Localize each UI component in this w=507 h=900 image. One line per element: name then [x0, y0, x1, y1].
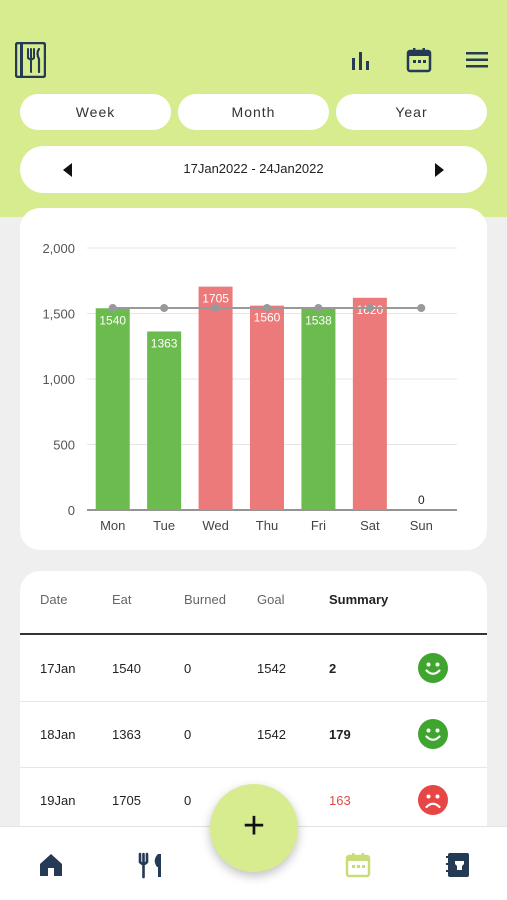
add-icon: +	[242, 805, 266, 847]
happy-face-icon	[418, 653, 448, 683]
goal-point	[314, 303, 323, 312]
happy-face-icon	[418, 719, 448, 749]
add-button[interactable]: +	[210, 784, 298, 872]
goal-point	[108, 303, 117, 312]
app-header	[0, 40, 507, 84]
row-eat: 1705	[112, 793, 141, 808]
table-row[interactable]: 18Jan 1363 0 1542 179	[20, 702, 487, 768]
previous-week-icon[interactable]	[63, 163, 72, 177]
bar-value-label: 1560	[254, 311, 281, 325]
row-date: 19Jan	[40, 793, 76, 808]
row-eat: 1540	[112, 661, 141, 676]
row-burned: 0	[184, 661, 192, 676]
header-goal: Goal	[257, 592, 285, 607]
goal-point	[365, 303, 374, 312]
row-goal: 1542	[257, 727, 286, 742]
x-tick-label: Fri	[311, 518, 326, 533]
tab-week[interactable]: Week	[20, 94, 171, 130]
chart-bar	[147, 331, 182, 510]
menu-book-icon[interactable]	[15, 42, 46, 78]
bar-value-label: 1705	[202, 292, 229, 306]
calendar-icon[interactable]	[344, 851, 372, 879]
row-summary: 179	[329, 727, 351, 742]
hamburger-menu-icon[interactable]	[464, 46, 492, 74]
row-summary: 2	[329, 661, 337, 676]
row-eat: 1363	[112, 727, 141, 742]
table-header: Date Eat Burned Goal Summary	[20, 571, 487, 635]
header-eat: Eat	[112, 592, 132, 607]
header-date: Date	[40, 592, 68, 607]
row-goal: 1542	[257, 661, 286, 676]
y-tick-label: 500	[53, 438, 75, 453]
y-tick-label: 1,000	[42, 372, 75, 387]
bar-value-label: 0	[418, 493, 425, 507]
notebook-icon[interactable]	[444, 851, 472, 879]
header-summary: Summary	[329, 592, 389, 607]
goal-point	[211, 303, 220, 312]
calorie-chart-card: 0 500 1,000 1,500 2,000 1540 Mon 1363 Tue 1705 Wed…	[20, 208, 487, 550]
tab-year[interactable]: Year	[336, 94, 487, 130]
next-week-icon[interactable]	[435, 163, 444, 177]
y-tick-label: 2,000	[42, 241, 75, 256]
y-tick-label: 1,500	[42, 307, 75, 322]
date-range-selector: 17Jan2022 - 24Jan2022	[20, 146, 487, 193]
row-summary: 163	[329, 793, 351, 808]
x-tick-label: Sun	[410, 518, 433, 533]
y-tick-label: 0	[68, 503, 75, 518]
table-row[interactable]: 17Jan 1540 0 1542 2	[20, 636, 487, 702]
sad-face-icon	[418, 785, 448, 815]
x-tick-label: Tue	[153, 518, 175, 533]
chart-bar	[352, 297, 387, 510]
x-tick-label: Thu	[256, 518, 278, 533]
chart-bar	[198, 286, 233, 510]
x-tick-label: Sat	[360, 518, 380, 533]
goal-point	[160, 303, 169, 312]
row-date: 17Jan	[40, 661, 76, 676]
tab-month[interactable]: Month	[178, 94, 329, 130]
goal-point	[417, 303, 426, 312]
goal-point	[263, 303, 271, 312]
bar-value-label: 1540	[99, 313, 126, 327]
x-tick-label: Wed	[202, 518, 229, 533]
chart-bar	[95, 308, 130, 510]
bar-value-label: 1538	[305, 314, 332, 328]
row-date: 18Jan	[40, 727, 76, 742]
row-burned: 0	[184, 727, 192, 742]
calorie-bar-chart: 0 500 1,000 1,500 2,000 1540 Mon 1363 Tue 1705 Wed…	[42, 241, 457, 533]
home-icon[interactable]	[37, 851, 65, 879]
x-tick-label: Mon	[100, 518, 125, 533]
chart-bar	[301, 308, 336, 510]
row-burned: 0	[184, 793, 192, 808]
calendar-icon[interactable]	[405, 46, 433, 74]
date-range-label: 17Jan2022 - 24Jan2022	[183, 161, 324, 176]
bar-chart-icon[interactable]	[347, 46, 375, 74]
chart-bar	[250, 305, 284, 510]
fork-knife-icon[interactable]	[137, 851, 165, 879]
header-burned: Burned	[184, 592, 226, 607]
bar-value-label: 1363	[151, 336, 178, 350]
